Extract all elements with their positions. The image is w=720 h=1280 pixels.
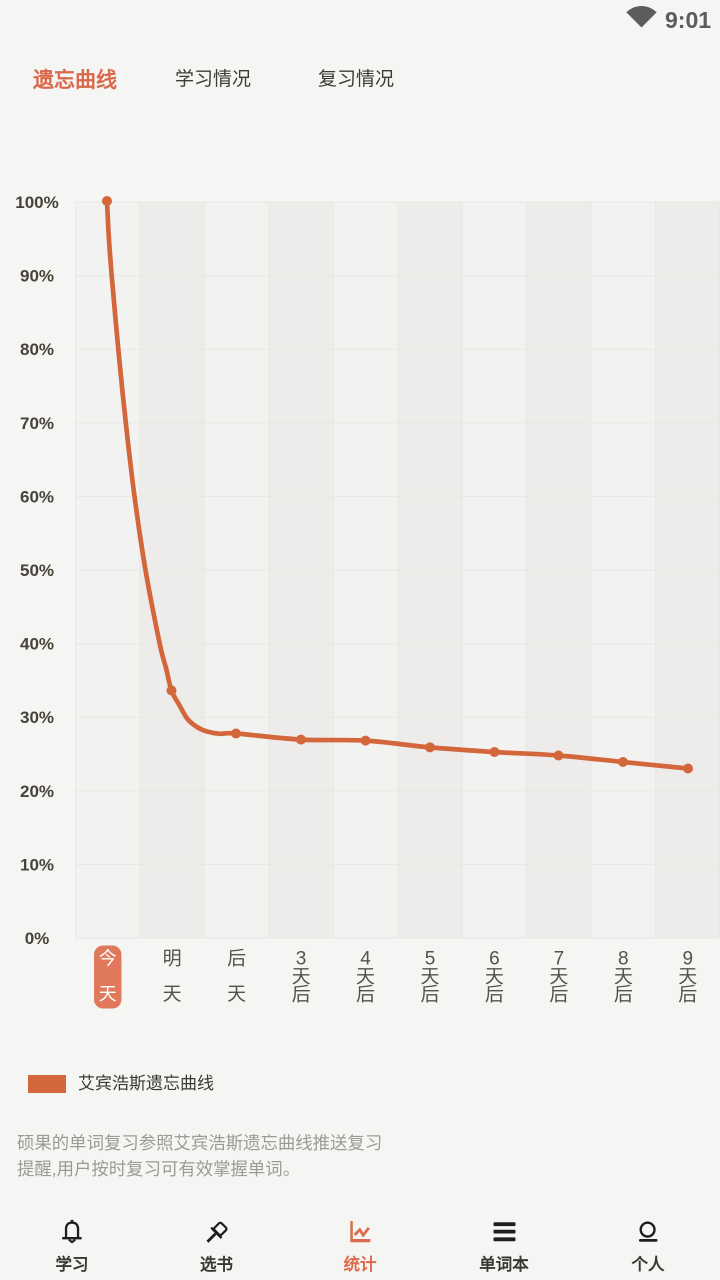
svg-text:90%: 90% xyxy=(20,267,54,286)
svg-text:今: 今 xyxy=(99,949,117,969)
svg-text:30%: 30% xyxy=(20,708,54,727)
svg-text:天: 天 xyxy=(485,967,504,988)
svg-text:后: 后 xyxy=(485,984,504,1006)
svg-text:5: 5 xyxy=(425,949,436,970)
svg-text:9: 9 xyxy=(682,949,693,970)
svg-text:明: 明 xyxy=(163,949,182,970)
svg-text:后: 后 xyxy=(420,984,439,1006)
svg-text:天: 天 xyxy=(99,984,117,1004)
svg-text:后: 后 xyxy=(678,984,697,1006)
svg-text:7: 7 xyxy=(554,949,565,970)
svg-text:天: 天 xyxy=(420,967,439,988)
svg-text:天: 天 xyxy=(292,967,311,988)
svg-text:后: 后 xyxy=(356,984,375,1006)
svg-text:60%: 60% xyxy=(20,487,54,506)
svg-text:8: 8 xyxy=(618,949,629,970)
svg-text:3: 3 xyxy=(296,949,307,970)
svg-text:后: 后 xyxy=(614,984,633,1006)
svg-text:40%: 40% xyxy=(20,635,54,654)
svg-text:天: 天 xyxy=(163,984,182,1005)
svg-text:20%: 20% xyxy=(20,782,54,801)
svg-text:70%: 70% xyxy=(20,414,54,433)
svg-text:天: 天 xyxy=(227,984,246,1005)
svg-text:6: 6 xyxy=(489,949,500,970)
svg-text:天: 天 xyxy=(549,967,568,988)
svg-text:80%: 80% xyxy=(20,340,54,359)
svg-text:后: 后 xyxy=(292,984,311,1006)
svg-text:后: 后 xyxy=(549,984,568,1006)
svg-text:天: 天 xyxy=(356,967,375,988)
svg-text:10%: 10% xyxy=(20,855,54,874)
svg-text:4: 4 xyxy=(360,949,371,970)
svg-text:0%: 0% xyxy=(25,929,50,948)
svg-text:50%: 50% xyxy=(20,561,54,580)
svg-text:天: 天 xyxy=(614,967,633,988)
svg-text:天: 天 xyxy=(678,967,697,988)
svg-text:后: 后 xyxy=(227,948,246,970)
svg-text:100%: 100% xyxy=(15,193,58,212)
